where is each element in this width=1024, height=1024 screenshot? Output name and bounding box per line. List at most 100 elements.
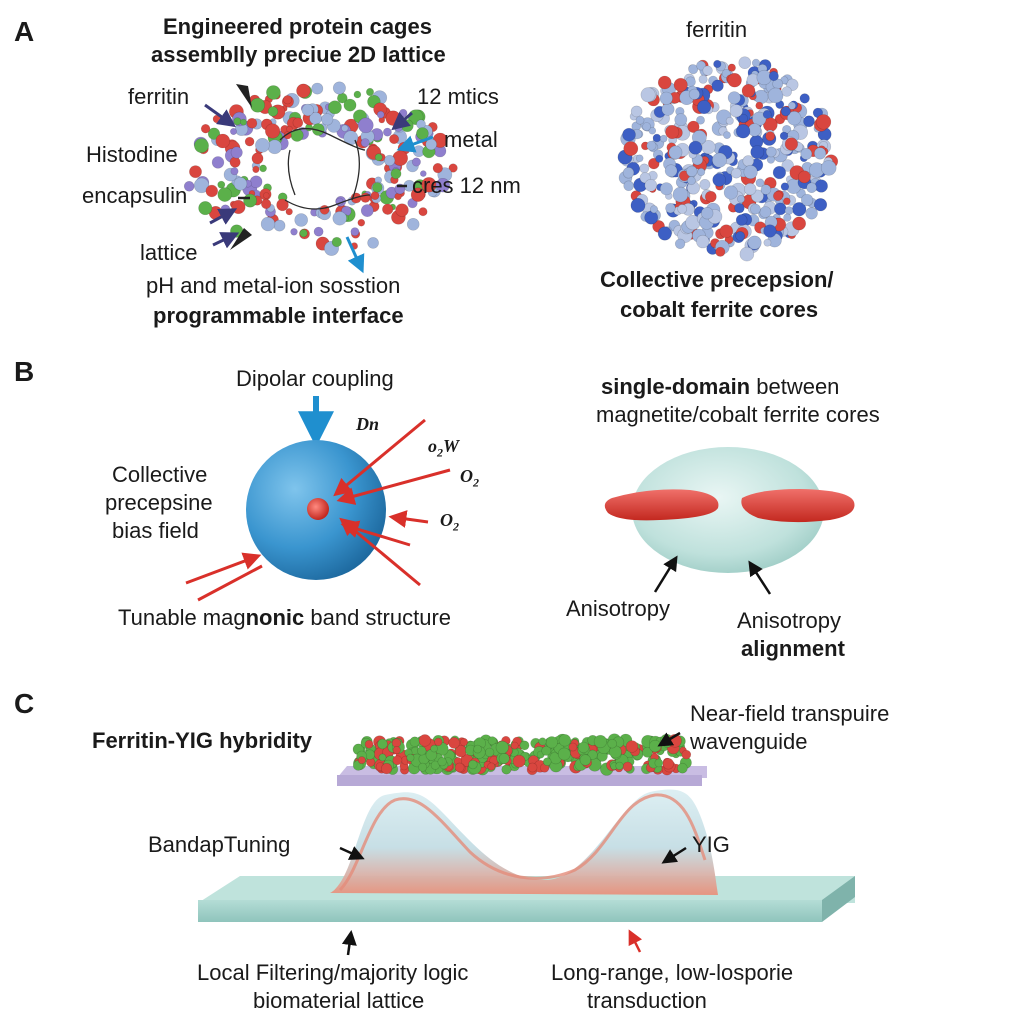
ferritin-atom [727,72,742,88]
label-long-range-line1: Long-range, low-losporie [551,960,794,985]
monolayer-atom [538,737,547,746]
ferritin-atom [664,164,678,177]
lattice-atom [360,138,370,148]
lattice-atom [230,167,239,176]
red-arrow-4 [340,520,411,547]
ferritin-atom [719,224,734,238]
monolayer-atom [577,741,590,754]
ferritin-atom [687,120,700,133]
anisotropic-ellipsoid [632,447,824,573]
lattice-atom [353,90,362,99]
label-12-mtics: 12 mtics [417,84,499,109]
red-arrow-bias-1 [185,552,262,585]
ferritin-atom [665,202,676,214]
label-lattice: lattice [140,240,198,265]
ferritin-atom [786,110,802,126]
panel-a-right-caption-line2: cobalt ferrite cores [620,297,819,322]
ferritin-atom [782,197,791,206]
lattice-atom [376,110,385,119]
lattice-atom [321,113,334,126]
lattice-atom [418,207,428,217]
lattice-atom [230,128,238,136]
ferritin-atom [696,234,710,249]
ferritin-platform [337,775,702,786]
lattice-atom [259,164,267,173]
dipole-core [307,498,329,520]
arrow-lattice [212,232,240,249]
ferritin-atom [820,160,837,176]
ferritin-atom [760,184,772,195]
panel-label-c: C [14,688,35,719]
ferritin-atom [765,131,776,142]
ferritin-atom [661,102,675,116]
lattice-atom [419,170,427,177]
ferritin-atom [639,163,650,174]
lattice-atom [343,98,357,112]
label-dipolar-coupling: Dipolar coupling [236,366,394,391]
lattice-atom [198,201,213,216]
lattice-atom [194,138,209,153]
ferritin-atom [743,164,758,180]
arrow-interface [345,236,365,274]
lattice-atom [276,198,289,212]
ferritin-atom [784,206,794,215]
lattice-atom [240,118,247,126]
lattice-atom [384,154,396,167]
monolayer-atom [642,746,653,758]
ferritin-atom [700,207,714,220]
substrate-side [822,876,855,922]
monolayer-atom [541,745,552,756]
lattice-atom [183,181,195,192]
ferritin-atom [649,205,658,214]
ferritin-atom [704,190,717,203]
ferritin-atom [659,91,673,105]
label-alignment: alignment [741,636,845,661]
lattice-atom [319,204,330,215]
spin-wave-crest [338,793,707,892]
ferritin-atom [750,203,761,215]
ferritin-atom [659,182,673,196]
monolayer-atom [607,738,618,749]
ferritin-atom [742,155,755,167]
monolayer-atom [542,757,552,767]
panel-a-title-line1: Engineered protein cages [163,14,432,39]
ferritin-atom [630,197,646,213]
lattice-atom [243,193,257,208]
arrow-anisotropy-right [748,560,772,595]
ferritin-atom [730,167,742,179]
lattice-atom [311,82,324,95]
lattice-atom [435,178,450,193]
lattice-atom [392,150,409,166]
label-ferritin: ferritin [128,84,190,109]
ferritin-atom [668,145,683,160]
spin-wave [330,789,718,895]
lattice-atom [273,219,286,232]
lattice-atom [448,163,458,173]
lattice-atom [261,198,272,209]
ferritin-atom [697,168,706,177]
label-collective: Collective [112,462,208,487]
lattice-atom [301,103,314,117]
ferritin-atom [781,159,794,172]
arrow-ferritin [204,103,236,128]
monolayer-atom [512,754,526,768]
red-arrow-bias-2 [197,564,263,602]
ferritin-atom [751,58,761,68]
arrow-local-filtering [341,930,357,956]
ferritin-atom [806,182,817,193]
monolayer-atom [579,754,592,766]
ferritin-atom [623,141,639,156]
arrow-yig [661,846,687,864]
lattice-atom [205,184,219,198]
ferritin-atom [773,202,787,216]
ferritin-atom [729,104,743,118]
pointer-ferritin [236,84,252,108]
monolayer-atom [409,736,420,747]
ferritin-atom [657,226,672,241]
monolayer-atom [378,753,387,762]
monolayer-atom [484,747,495,758]
label-o2w: o2W [428,436,460,460]
ferritin-atom [787,101,796,110]
monolayer-atom [622,761,633,772]
